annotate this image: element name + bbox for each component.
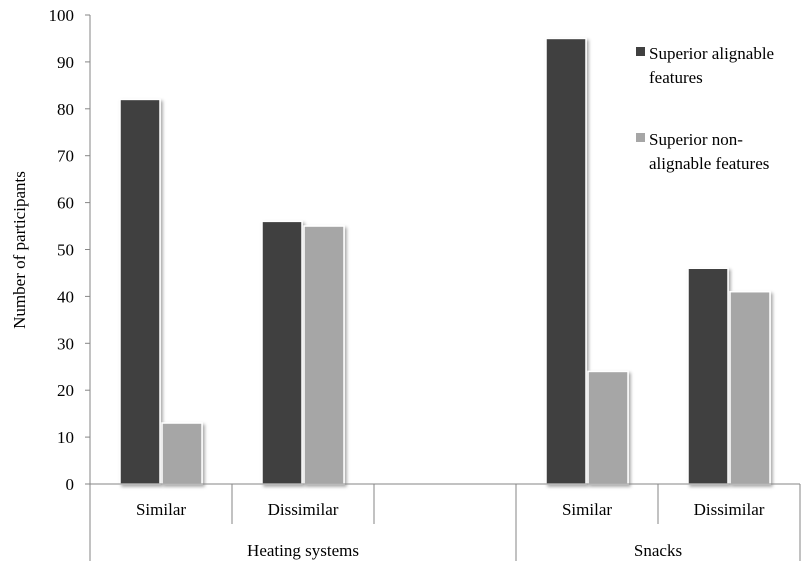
- legend-label: Superior non-: [649, 130, 743, 149]
- bar: [729, 290, 771, 485]
- y-tick-label: 10: [57, 428, 74, 447]
- y-tick-label: 30: [57, 334, 74, 353]
- legend-label: Superior alignable: [649, 44, 774, 63]
- x-category-label: Dissimilar: [268, 500, 339, 519]
- x-category-label: Dissimilar: [694, 500, 765, 519]
- bar: [545, 37, 587, 485]
- bar: [303, 225, 345, 485]
- y-tick-label: 50: [57, 241, 74, 260]
- legend-swatch: [636, 133, 645, 142]
- legend-label: alignable features: [649, 154, 769, 173]
- y-tick-label: 40: [57, 287, 74, 306]
- bar: [261, 220, 303, 485]
- legend-swatch: [636, 47, 645, 56]
- y-tick-label: 100: [49, 6, 75, 25]
- legend-label: features: [649, 68, 703, 87]
- bar: [687, 267, 729, 485]
- x-group-label: Snacks: [634, 541, 682, 560]
- y-tick-label: 0: [66, 475, 75, 494]
- bar: [587, 370, 629, 485]
- y-tick-label: 70: [57, 147, 74, 166]
- bars: [119, 37, 771, 485]
- y-ticks: 0 10 20 30 40 50 60 70 80 90 100: [49, 6, 90, 494]
- y-tick-label: 60: [57, 194, 74, 213]
- legend: Superior alignable features Superior non-a…: [636, 44, 774, 173]
- x-group-label: Heating systems: [247, 541, 359, 560]
- bar: [161, 422, 203, 485]
- y-tick-label: 80: [57, 100, 74, 119]
- x-category-label: Similar: [136, 500, 186, 519]
- y-tick-label: 90: [57, 53, 74, 72]
- x-category-label: Similar: [562, 500, 612, 519]
- y-axis-title: Number of participants: [10, 171, 29, 329]
- x-labels: Similar Dissimilar Similar Dissimilar Heatin…: [89, 484, 801, 561]
- bar: [119, 98, 161, 485]
- y-tick-label: 20: [57, 381, 74, 400]
